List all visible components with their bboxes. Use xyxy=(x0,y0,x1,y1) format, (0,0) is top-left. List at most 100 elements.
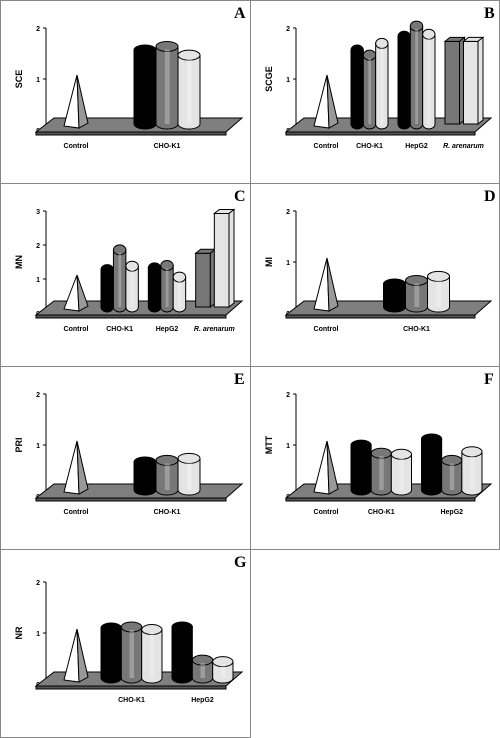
y-tick-label: 1 xyxy=(36,77,40,84)
y-tick-label: 1 xyxy=(36,631,40,638)
floor-edge xyxy=(285,497,476,502)
bar xyxy=(177,452,201,496)
bar xyxy=(212,208,236,309)
y-tick-label: 1 xyxy=(286,77,290,84)
control-mark xyxy=(63,274,89,312)
x-tick-label: Control xyxy=(64,509,89,516)
x-tick-label: HepG2 xyxy=(405,143,428,150)
panel-d: 012MIControlCHO-K1 D xyxy=(250,183,500,367)
x-tick-label: Control xyxy=(314,143,339,150)
y-tick-label: 1 xyxy=(286,443,290,450)
bar xyxy=(362,49,377,130)
bar xyxy=(172,271,187,313)
bar xyxy=(133,44,157,130)
control-mark xyxy=(313,257,339,312)
panel-letter: B xyxy=(484,5,495,22)
y-tick-label: 3 xyxy=(36,209,40,216)
x-tick-label: CHO-K1 xyxy=(154,509,181,516)
bar xyxy=(422,28,436,130)
x-tick-label: Control xyxy=(314,326,339,333)
bar xyxy=(141,624,163,684)
bar xyxy=(350,439,372,496)
x-tick-label: HepG2 xyxy=(156,326,179,333)
bar xyxy=(171,621,193,684)
y-tick-label: 2 xyxy=(36,26,40,33)
control-mark xyxy=(63,440,89,495)
panel-letter: A xyxy=(234,5,246,22)
bar xyxy=(350,44,364,130)
bar xyxy=(375,37,389,130)
bar xyxy=(409,20,424,130)
bar xyxy=(100,622,122,684)
panel-letter: D xyxy=(484,188,496,205)
chart-d: 012MIControlCHO-K1 xyxy=(264,209,493,333)
bar xyxy=(427,270,450,313)
y-axis-label: NR xyxy=(14,626,24,639)
bar xyxy=(212,656,234,684)
bar xyxy=(125,260,139,313)
bar xyxy=(191,654,214,684)
x-tick-label: CHO-K1 xyxy=(154,143,181,150)
bar xyxy=(177,49,201,130)
y-axis-label: PRI xyxy=(14,437,24,452)
control-mark xyxy=(313,74,339,129)
x-tick-label: CHO-K1 xyxy=(118,697,145,704)
x-tick-label: Control xyxy=(64,143,89,150)
floor-edge xyxy=(35,131,227,136)
floor-edge xyxy=(35,685,227,690)
y-axis-label: MN xyxy=(14,255,24,269)
bar xyxy=(462,36,485,126)
bar xyxy=(194,248,217,309)
y-axis-label: MI xyxy=(264,257,274,267)
x-tick-label: CHO-K1 xyxy=(356,143,383,150)
panel-letter: G xyxy=(234,554,247,571)
bar xyxy=(443,36,466,126)
floor-edge xyxy=(35,497,227,502)
y-tick-label: 2 xyxy=(36,243,40,250)
y-tick-label: 1 xyxy=(286,260,290,267)
bar xyxy=(155,40,179,130)
x-tick-label: Control xyxy=(64,326,89,333)
y-tick-label: 2 xyxy=(36,392,40,399)
x-tick-label: HepG2 xyxy=(191,697,214,704)
floor-edge xyxy=(35,314,227,319)
y-axis-label: SCGE xyxy=(264,66,274,92)
y-tick-label: 1 xyxy=(36,443,40,450)
chart-e: 012PRIControlCHO-K1 xyxy=(14,392,244,516)
bar xyxy=(160,260,174,313)
bar xyxy=(100,264,114,313)
bar xyxy=(112,244,127,313)
chart-a: 012SCEControlCHO-K1 xyxy=(14,26,244,150)
floor-edge xyxy=(285,131,476,136)
y-tick-label: 2 xyxy=(286,209,290,216)
y-axis-label: SCE xyxy=(14,70,24,89)
bar xyxy=(461,446,483,496)
panel-letter: F xyxy=(484,371,494,388)
bar xyxy=(383,278,406,313)
panel-e: 012PRIControlCHO-K1 E xyxy=(0,366,251,550)
bar xyxy=(155,454,179,496)
x-tick-label: R. arenarum xyxy=(443,143,484,150)
control-mark xyxy=(63,74,89,129)
y-tick-label: 1 xyxy=(36,277,40,284)
control-mark xyxy=(63,628,89,683)
x-tick-label: Control xyxy=(314,509,339,516)
panel-a: 012SCEControlCHO-K1 A xyxy=(0,0,251,184)
y-tick-label: 2 xyxy=(286,392,290,399)
panel-letter: E xyxy=(234,371,245,388)
y-tick-label: 2 xyxy=(286,26,290,33)
bar xyxy=(441,454,463,496)
floor-edge xyxy=(285,314,476,319)
y-axis-label: MTT xyxy=(264,435,274,454)
x-tick-label: R. arenarum xyxy=(194,326,235,333)
bar xyxy=(370,447,392,496)
x-tick-label: HepG2 xyxy=(440,509,463,516)
